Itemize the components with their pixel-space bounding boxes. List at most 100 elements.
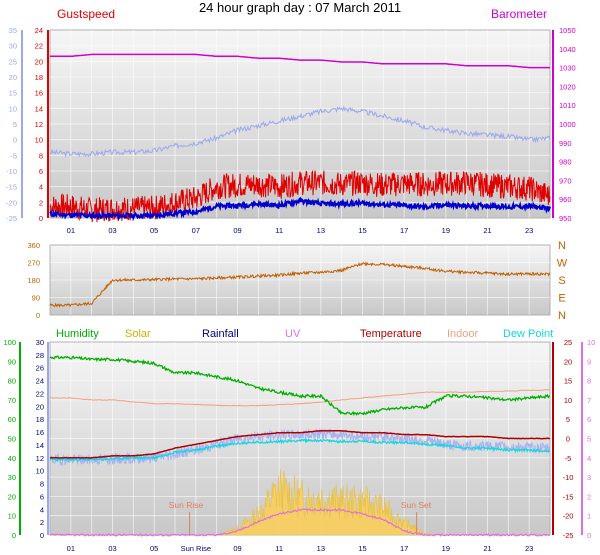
left-axis-tick: 20 xyxy=(9,73,17,82)
time-tick: 17 xyxy=(400,226,408,235)
legend-item: Solar xyxy=(125,328,151,340)
gust-axis-tick: 22 xyxy=(35,42,43,51)
temperature-axis-tick: -10 xyxy=(563,473,574,482)
uv-line xyxy=(49,508,551,537)
compass-label: W xyxy=(557,258,568,270)
left-axis-tick: -25 xyxy=(6,214,17,223)
solar-axis-tick: 6 xyxy=(40,492,44,501)
gust-axis-tick: 8 xyxy=(39,151,43,160)
gust-axis-tick: 10 xyxy=(35,136,43,145)
gust-axis-tick: 2 xyxy=(39,198,43,207)
humidity-axis-tick: 40 xyxy=(8,454,16,463)
time-tick: 01 xyxy=(67,226,75,235)
time-tick: 21 xyxy=(483,226,491,235)
barometer-axis-tick: 980 xyxy=(559,158,572,167)
compass-label: S xyxy=(558,275,565,287)
legend-item: Humidity xyxy=(56,328,99,340)
barometer-axis-tick: 1020 xyxy=(559,82,576,91)
uv-axis-tick: 10 xyxy=(587,338,595,347)
wind-direction-line xyxy=(49,261,551,308)
temperature-axis-tick: 5 xyxy=(566,415,570,424)
solar-axis-tick: 12 xyxy=(36,454,44,463)
barometer-axis-tick: 990 xyxy=(559,139,572,148)
solar-axis-tick: 14 xyxy=(36,441,44,450)
time-tick: 05 xyxy=(150,544,158,553)
time-tick: 03 xyxy=(108,544,116,553)
barometer-axis-tick: 1000 xyxy=(559,120,576,129)
page-title: 24 hour graph day : 07 March 2011 xyxy=(198,0,402,15)
solar-axis-tick: 16 xyxy=(36,428,44,437)
humidity-axis-tick: 100 xyxy=(3,338,16,347)
humidity-axis-tick: 80 xyxy=(8,377,16,386)
solar-axis-tick: 24 xyxy=(36,377,44,386)
time-tick: 15 xyxy=(358,226,366,235)
time-tick: 23 xyxy=(525,226,533,235)
left-axis-tick: -20 xyxy=(6,198,17,207)
uv-axis-tick: 9 xyxy=(587,357,591,366)
solar-axis-tick: 0 xyxy=(40,531,44,540)
gust-axis-tick: 18 xyxy=(35,73,43,82)
humidity-axis-tick: 10 xyxy=(8,512,16,521)
humidity-axis-tick: 70 xyxy=(8,396,16,405)
uv-axis-tick: 1 xyxy=(587,512,591,521)
indoor-line xyxy=(50,389,550,407)
humidity-axis-tick: 90 xyxy=(8,357,16,366)
direction-axis-tick: 90 xyxy=(32,294,40,303)
gustspeed-line xyxy=(49,169,551,223)
windspeed-line xyxy=(49,196,551,222)
barometer-axis-tick: 1050 xyxy=(559,26,576,35)
temperature-axis-tick: 15 xyxy=(564,377,572,386)
temperature-line xyxy=(49,105,551,158)
time-tick: 11 xyxy=(275,544,283,553)
temperature-axis-tick: 20 xyxy=(564,357,572,366)
solar-axis-tick: 2 xyxy=(40,518,44,527)
left-axis-tick: 30 xyxy=(9,42,17,51)
temperature-line xyxy=(49,429,551,459)
compass-label: N xyxy=(558,240,566,252)
gust-axis-tick: 14 xyxy=(35,104,43,113)
temperature-axis-tick: -25 xyxy=(563,531,574,540)
legend-barometer: Barometer xyxy=(491,7,547,21)
barometer-line xyxy=(50,53,550,69)
time-tick: 17 xyxy=(400,544,408,553)
time-tick: 09 xyxy=(233,226,241,235)
time-tick: 05 xyxy=(150,226,158,235)
temperature-axis-tick: 25 xyxy=(564,338,572,347)
temperature-axis-tick: 0 xyxy=(566,435,570,444)
left-axis-tick: 15 xyxy=(9,89,17,98)
legend-item: Dew Point xyxy=(503,328,553,340)
legend-gustspeed: Gustspeed xyxy=(57,7,115,21)
barometer-axis-tick: 1040 xyxy=(559,45,576,54)
left-axis-tick: 25 xyxy=(9,57,17,66)
barometer-axis-tick: 1030 xyxy=(559,64,576,73)
left-axis-tick: -15 xyxy=(6,183,17,192)
compass-label: N xyxy=(558,310,566,322)
solar-axis-tick: 20 xyxy=(36,402,44,411)
gust-axis-tick: 4 xyxy=(39,183,43,192)
gust-axis-tick: 12 xyxy=(35,120,43,129)
direction-axis-tick: 270 xyxy=(27,259,40,268)
time-tick: 03 xyxy=(108,226,116,235)
solar-axis-tick: 26 xyxy=(36,364,44,373)
time-tick: 23 xyxy=(525,544,533,553)
time-tick: Sun Rise xyxy=(181,544,211,553)
left-axis-tick: 0 xyxy=(13,136,17,145)
dewpoint-line xyxy=(49,437,551,463)
solar-axis-tick: 30 xyxy=(36,338,44,347)
time-tick: 19 xyxy=(442,544,450,553)
direction-axis-tick: 360 xyxy=(27,241,40,250)
barometer-axis-tick: 950 xyxy=(559,214,572,223)
solar-axis-tick: 28 xyxy=(36,351,44,360)
uv-axis-tick: 8 xyxy=(587,377,591,386)
left-axis-tick: 5 xyxy=(13,120,17,129)
gust-axis-tick: 20 xyxy=(35,57,43,66)
legend-item: Rainfall xyxy=(202,328,239,340)
gust-axis-tick: 16 xyxy=(35,89,43,98)
uv-axis-tick: 4 xyxy=(587,454,591,463)
left-axis-tick: 10 xyxy=(9,104,17,113)
left-axis-tick: -10 xyxy=(6,167,17,176)
solar-axis-tick: 4 xyxy=(40,505,44,514)
gust-axis-tick: 0 xyxy=(39,214,43,223)
uv-axis-tick: 5 xyxy=(587,435,591,444)
